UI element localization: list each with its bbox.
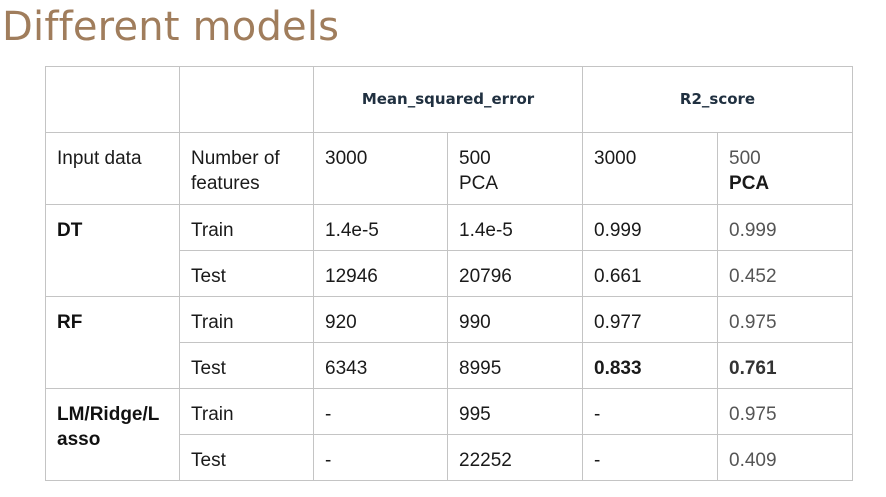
subheader-row: Input data Number of features 3000 500 P… xyxy=(45,132,854,205)
r2-3000-cell-highlight: 0.833 xyxy=(582,342,719,389)
model-name-lm-ridge-lasso: LM/Ridge/L asso xyxy=(45,388,180,481)
mse-3000-cell: 920 xyxy=(313,296,448,343)
split-cell: Train xyxy=(179,204,314,251)
model-name-line1: LM/Ridge/L xyxy=(57,404,160,425)
r2-500-cell: 0.409 xyxy=(717,434,854,481)
empty-cell xyxy=(179,66,314,133)
mse-3000-cell: 12946 xyxy=(313,250,448,297)
mse-3000-cell: - xyxy=(313,388,448,435)
table-row: Test 6343 8995 0.833 0.761 xyxy=(46,342,854,389)
r2-500-header-line1: 500 xyxy=(729,148,761,169)
mse-3000-cell: - xyxy=(313,434,448,481)
mse-group-header: Mean_squared_error xyxy=(312,66,584,133)
split-cell: Test xyxy=(179,434,314,481)
split-cell: Train xyxy=(179,388,314,435)
split-cell: Train xyxy=(179,296,314,343)
results-table: Mean_squared_error R2_score Input data N… xyxy=(45,66,854,481)
r2-3000-cell: 0.977 xyxy=(582,296,719,343)
r2-3000-cell: - xyxy=(582,388,719,435)
table-row: Test 12946 20796 0.661 0.452 xyxy=(46,250,854,297)
features-header-line2: features xyxy=(191,173,260,194)
r2-500-cell-highlight: 0.761 xyxy=(717,342,854,389)
r2-3000-cell: - xyxy=(582,434,719,481)
r2-group-header: R2_score xyxy=(582,66,854,133)
mse-500-cell: 22252 xyxy=(446,434,584,481)
mse-500-cell: 1.4e-5 xyxy=(446,204,584,251)
split-cell: Test xyxy=(179,342,314,389)
mse-500-header: 500 PCA xyxy=(446,132,584,205)
mse-500-cell: 995 xyxy=(446,388,584,435)
r2-3000-cell: 0.661 xyxy=(582,250,719,297)
split-cell: Test xyxy=(179,250,314,297)
r2-3000-cell: 0.999 xyxy=(582,204,719,251)
r2-500-cell: 0.975 xyxy=(717,296,854,343)
mse-3000-cell: 6343 xyxy=(313,342,448,389)
table-row: RF Train 920 990 0.977 0.975 xyxy=(45,296,854,389)
mse-500-cell: 8995 xyxy=(446,342,584,389)
mse-3000-header: 3000 xyxy=(313,132,448,205)
table-row: DT Train 1.4e-5 1.4e-5 0.999 0.999 xyxy=(45,204,854,297)
features-header: Number of features xyxy=(179,132,314,205)
slide-title: Different models xyxy=(2,4,340,50)
model-name-dt: DT xyxy=(45,204,180,297)
mse-500-cell: 20796 xyxy=(446,250,584,297)
features-header-line1: Number of xyxy=(191,148,280,169)
model-name-rf: RF xyxy=(45,296,180,389)
mse-3000-cell: 1.4e-5 xyxy=(313,204,448,251)
table-row: Test - 22252 - 0.409 xyxy=(46,434,854,481)
mse-500-cell: 990 xyxy=(446,296,584,343)
group-header-row: Mean_squared_error R2_score xyxy=(45,66,854,133)
input-data-header: Input data xyxy=(45,132,180,205)
empty-cell xyxy=(45,66,180,133)
mse-500-header-line1: 500 xyxy=(459,148,491,169)
mse-500-header-line2: PCA xyxy=(459,173,499,194)
r2-500-header: 500 PCA xyxy=(717,132,854,205)
r2-500-header-line2: PCA xyxy=(729,173,770,194)
r2-500-cell: 0.975 xyxy=(717,388,854,435)
table-row: LM/Ridge/L asso Train - 995 - 0.975 xyxy=(45,388,854,481)
r2-3000-header: 3000 xyxy=(582,132,719,205)
r2-500-cell: 0.999 xyxy=(717,204,854,251)
model-name-line2: asso xyxy=(57,429,101,450)
r2-500-cell: 0.452 xyxy=(717,250,854,297)
